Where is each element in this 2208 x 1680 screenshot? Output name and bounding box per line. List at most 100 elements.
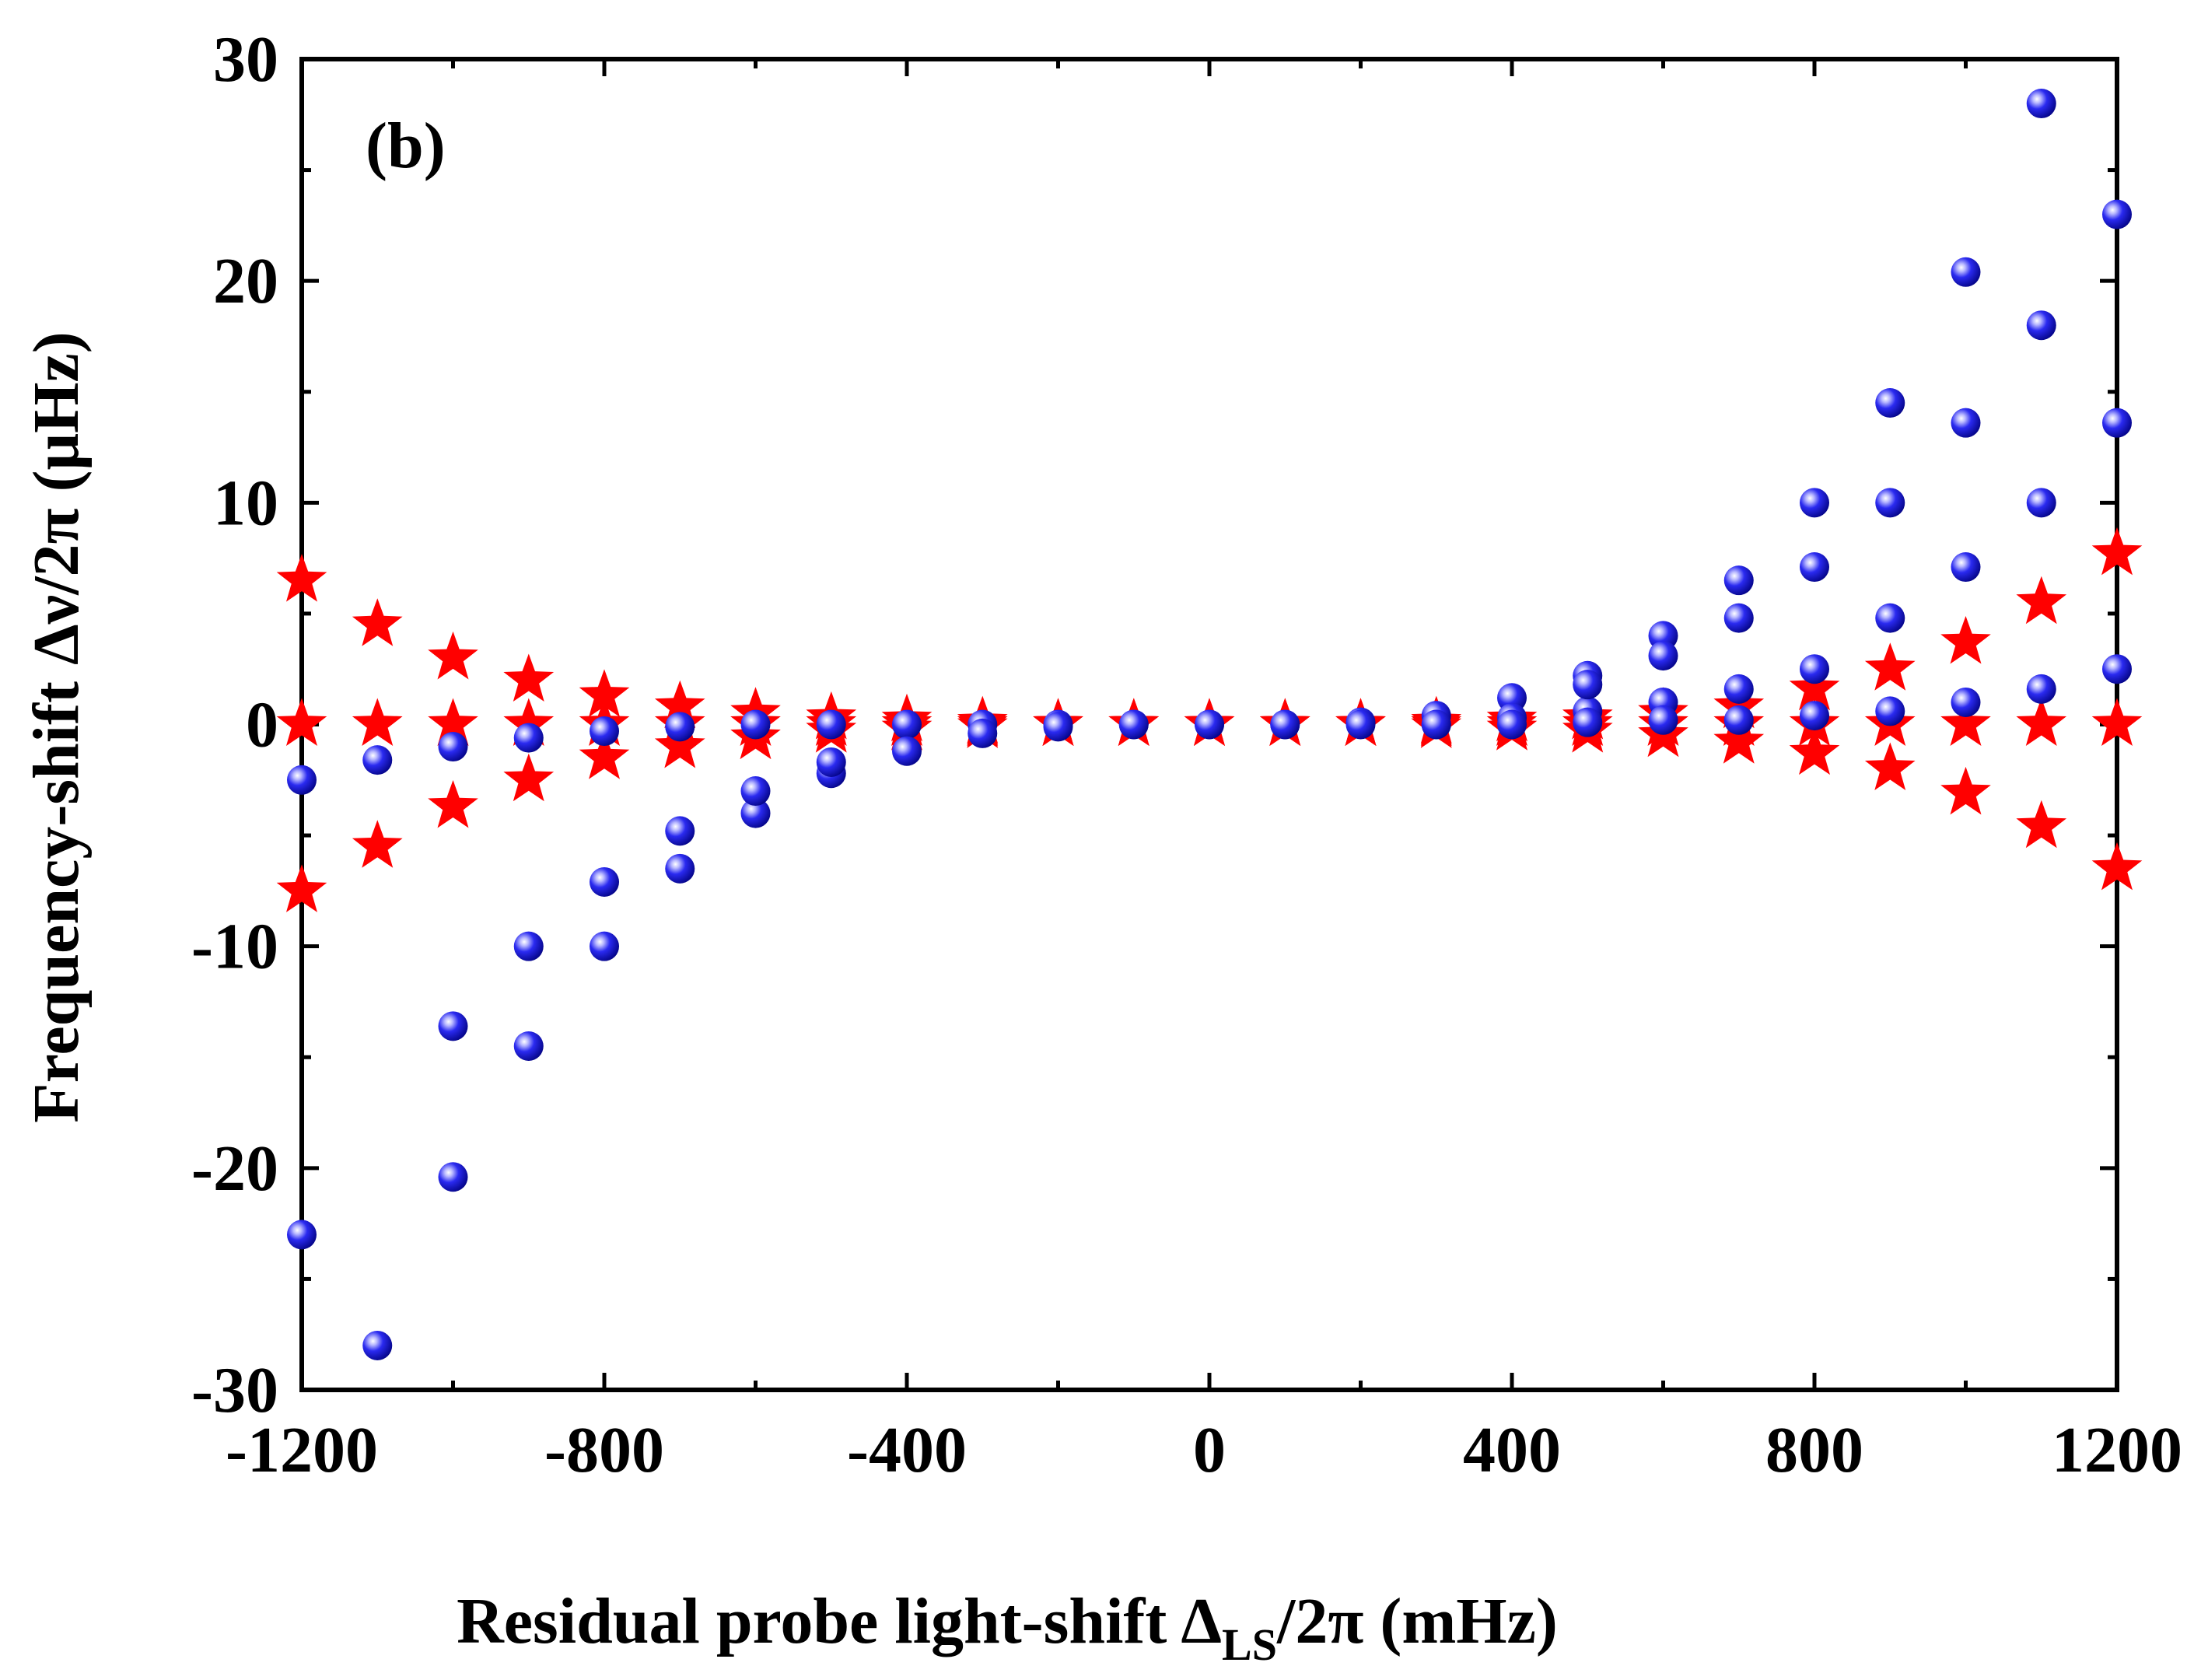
circle-point — [2026, 89, 2056, 119]
y-tick-label: -20 — [191, 1132, 278, 1205]
circle-point — [1875, 388, 1905, 418]
y-tick-label: 10 — [213, 467, 278, 539]
circle-point — [1951, 257, 1981, 287]
circle-point — [1800, 488, 1829, 518]
circle-point — [2102, 408, 2132, 438]
x-tick-label: -1200 — [226, 1414, 378, 1486]
x-axis: -1200 -800 -400 0 400 800 1200 — [226, 59, 2182, 1486]
x-axis-title-text: Residual probe light-shift — [457, 1585, 1167, 1657]
circle-point — [892, 709, 922, 740]
star-point — [2016, 698, 2067, 746]
circle-point — [1648, 705, 1678, 735]
circle-point — [2026, 310, 2056, 341]
panel-label: (b) — [366, 110, 446, 182]
star-point — [2091, 842, 2143, 891]
circle-point — [513, 1031, 544, 1061]
x-axis-title-symbol: Δ — [1181, 1585, 1222, 1657]
circle-point — [1043, 712, 1073, 742]
y-tick-label: -30 — [191, 1354, 278, 1426]
star-point — [2091, 527, 2143, 576]
star-point — [1789, 662, 1840, 711]
star-point — [276, 864, 327, 912]
star-point — [352, 698, 403, 746]
star-point — [579, 669, 630, 717]
y-tick-label: -10 — [191, 911, 278, 983]
circle-point — [1648, 641, 1678, 671]
circle-point — [1951, 687, 1981, 717]
star-point — [579, 731, 630, 779]
star-point — [276, 554, 327, 602]
x-tick-label: 800 — [1765, 1414, 1863, 1486]
circle-point — [287, 1220, 317, 1250]
star-point — [1940, 616, 1991, 664]
star-point — [503, 753, 555, 802]
circle-point — [590, 931, 619, 961]
circle-point — [1195, 709, 1224, 740]
y-axis-title: Frequency-shift Δν/2π (μHz) — [20, 331, 93, 1122]
data-markers — [276, 89, 2143, 1360]
circle-point — [1723, 603, 1754, 633]
circle-point — [2026, 674, 2056, 704]
circle-point — [1573, 670, 1603, 700]
star-point — [1940, 766, 1991, 815]
circle-point — [665, 712, 695, 742]
circle-point — [1723, 674, 1754, 704]
circle-point — [2026, 488, 2056, 518]
circle-point — [1421, 709, 1451, 740]
star-point — [503, 698, 555, 746]
x-tick-label: 400 — [1463, 1414, 1561, 1486]
star-point — [1713, 716, 1765, 764]
circle-point — [1497, 709, 1527, 740]
star-point — [2016, 576, 2067, 625]
circle-point — [1723, 705, 1754, 735]
star-point — [428, 631, 478, 680]
circle-point — [438, 1162, 468, 1192]
star-point — [1864, 642, 1916, 691]
circle-point — [1800, 701, 1829, 731]
star-point — [2091, 698, 2143, 746]
circle-point — [362, 1330, 393, 1360]
star-point — [352, 820, 403, 868]
y-tick-label: 30 — [213, 23, 278, 96]
circle-point — [665, 853, 695, 884]
star-point — [654, 720, 705, 768]
circle-point — [1723, 565, 1754, 596]
circle-point — [968, 718, 998, 748]
circle-point — [740, 798, 771, 828]
x-tick-label: -400 — [847, 1414, 967, 1486]
circle-point — [513, 931, 544, 961]
circle-point — [438, 732, 468, 762]
circle-point — [1800, 552, 1829, 583]
circle-point — [2102, 199, 2132, 229]
circle-point — [513, 723, 544, 753]
circle-point — [892, 736, 922, 766]
circle-point — [1573, 707, 1603, 737]
circle-point — [1875, 696, 1905, 726]
circle-point — [1951, 408, 1981, 438]
circle-point — [740, 776, 771, 807]
circle-point — [816, 709, 846, 740]
circle-point — [1345, 709, 1376, 740]
x-axis-title: Residual probe light-shift ΔLS/2π (mHz) — [457, 1585, 1558, 1670]
star-point — [503, 653, 555, 702]
x-tick-label: 1200 — [2052, 1414, 2182, 1486]
star-point — [352, 598, 403, 646]
star-point — [2016, 800, 2067, 849]
circle-point — [1800, 654, 1829, 684]
x-tick-label: 0 — [1193, 1414, 1226, 1486]
circle-point — [1270, 709, 1300, 740]
star-point — [1864, 742, 1916, 790]
x-axis-title-tail: /2π (mHz) — [1276, 1585, 1558, 1657]
circle-point — [590, 866, 619, 897]
circle-point — [590, 716, 619, 747]
circle-point — [740, 709, 771, 740]
circle-point — [1875, 603, 1905, 633]
circle-point — [665, 816, 695, 846]
star-point — [428, 780, 478, 828]
y-tick-label: 0 — [246, 689, 278, 761]
star-point — [428, 698, 478, 746]
x-axis-title-subscript: LS — [1222, 1619, 1277, 1670]
star-point — [276, 698, 327, 746]
circle-point — [1951, 552, 1981, 583]
